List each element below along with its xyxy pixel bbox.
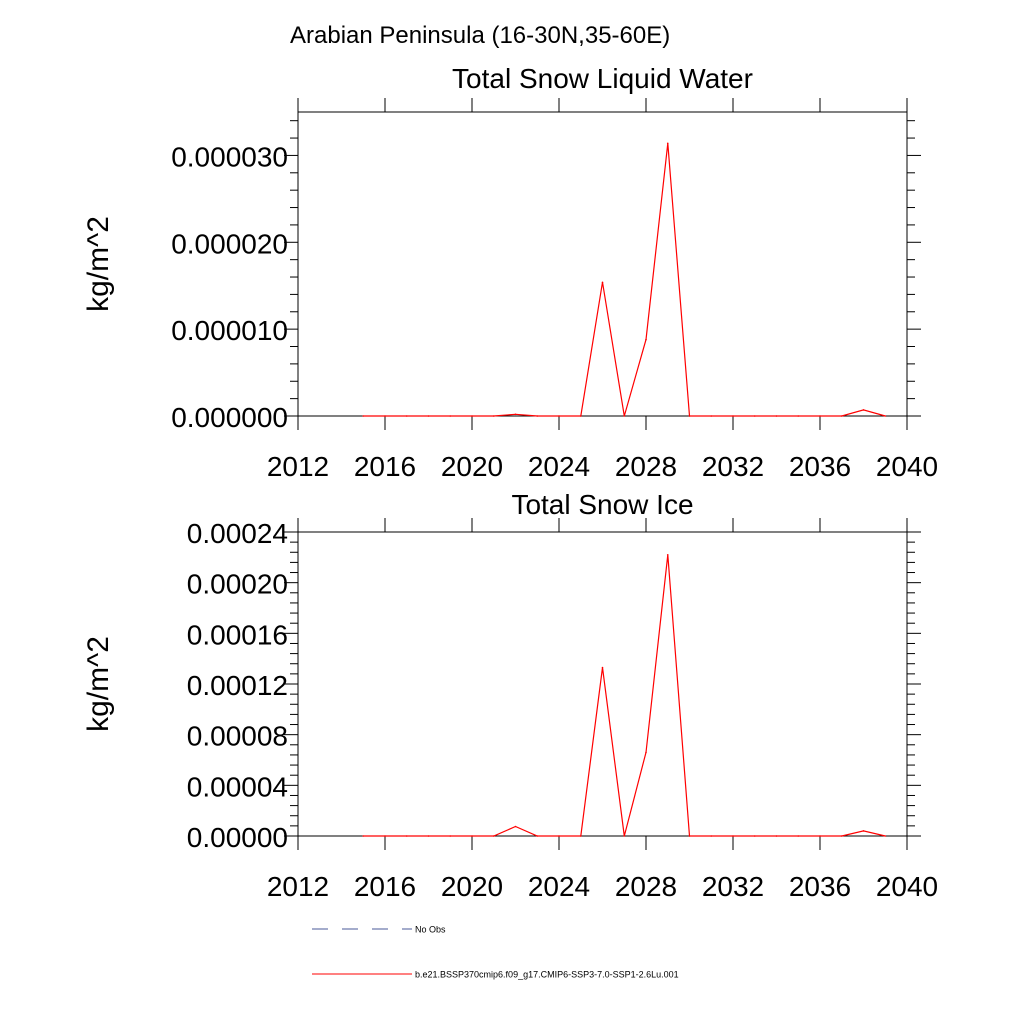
data-point	[492, 415, 495, 417]
data-point	[645, 751, 647, 754]
data-point	[405, 835, 408, 837]
data-point	[819, 415, 821, 417]
series-line-1	[363, 554, 886, 837]
data-point	[601, 666, 604, 669]
data-point	[514, 413, 517, 416]
data-point	[362, 415, 365, 417]
x-tick-label: 2020	[441, 871, 503, 902]
data-point	[601, 281, 604, 284]
plot-frame	[297, 531, 908, 837]
data-point	[710, 415, 713, 417]
y-tick-label: 0.00012	[187, 670, 288, 701]
data-point	[449, 415, 452, 417]
data-point	[666, 554, 669, 556]
data-point	[579, 415, 582, 417]
data-point	[775, 415, 778, 417]
data-point	[384, 835, 386, 837]
data-point	[471, 835, 473, 837]
page-title: Arabian Peninsula (16-30N,35-60E)	[290, 22, 670, 49]
x-tick-label: 2012	[267, 871, 329, 902]
data-point	[753, 415, 756, 417]
plot-frame	[297, 111, 908, 417]
data-point	[645, 338, 647, 341]
data-point	[884, 415, 887, 417]
x-tick-label: 2024	[528, 871, 590, 902]
y-tick-label: 0.000000	[171, 402, 288, 433]
data-point	[688, 835, 691, 837]
y-tick-label: 0.000010	[171, 315, 288, 346]
data-point	[514, 825, 517, 828]
data-point	[579, 835, 582, 837]
x-tick-label: 2028	[615, 871, 677, 902]
data-point	[492, 835, 495, 837]
y-tick-label: 0.00020	[187, 569, 288, 600]
x-tick-label: 2036	[789, 871, 851, 902]
data-point	[862, 830, 865, 832]
y-tick-label: 0.00024	[187, 518, 288, 549]
x-tick-label: 2024	[528, 451, 590, 482]
data-point	[688, 415, 691, 417]
x-tick-label: 2016	[354, 451, 416, 482]
x-tick-label: 2040	[876, 871, 938, 902]
data-point	[536, 415, 539, 417]
data-point	[862, 409, 865, 411]
series-line-1	[363, 143, 886, 417]
y-axis-label: kg/m^2	[82, 216, 115, 312]
chart-panel-1: Total Snow Liquid Water kg/m^2 2012 2016 202…	[82, 63, 938, 482]
data-point	[623, 835, 626, 837]
data-point	[405, 415, 408, 417]
data-point	[732, 835, 734, 837]
y-tick-label: 0.00016	[187, 619, 288, 650]
data-point	[753, 835, 756, 837]
data-point	[623, 415, 626, 417]
data-point	[558, 835, 560, 837]
legend-label-1: No Obs	[415, 925, 446, 935]
x-tick-label: 2032	[702, 451, 764, 482]
data-point	[536, 835, 539, 837]
x-tick-label: 2012	[267, 451, 329, 482]
legend-label-2: b.e21.BSSP370cmip6.f09_g17.CMIP6-SSP3-7.…	[415, 970, 679, 980]
data-point	[666, 142, 669, 145]
data-point	[797, 415, 800, 417]
chart-title: Total Snow Liquid Water	[452, 63, 753, 94]
data-point	[384, 415, 386, 417]
legend: No Obs b.e21.BSSP370cmip6.f09_g17.CMIP6-S…	[312, 925, 679, 980]
data-point	[775, 835, 778, 837]
data-point	[558, 415, 560, 417]
y-axis-label: kg/m^2	[82, 636, 115, 732]
chart-panel-2: Total Snow Ice kg/m^2 2012 2016 2020 2024 2028…	[82, 489, 938, 902]
data-point	[471, 415, 473, 417]
data-point	[884, 835, 887, 837]
x-tick-label: 2036	[789, 451, 851, 482]
x-tick-label: 2032	[702, 871, 764, 902]
data-point	[427, 415, 430, 417]
data-point	[797, 835, 800, 837]
chart-title: Total Snow Ice	[511, 489, 693, 520]
data-point	[362, 835, 365, 837]
data-point	[840, 835, 843, 837]
y-tick-label: 0.00008	[187, 721, 288, 752]
y-tick-label: 0.000030	[171, 141, 288, 172]
x-tick-label: 2040	[876, 451, 938, 482]
x-tick-label: 2020	[441, 451, 503, 482]
data-point	[840, 415, 843, 417]
data-point	[427, 835, 430, 837]
data-point	[449, 835, 452, 837]
data-point	[710, 835, 713, 837]
data-point	[819, 835, 821, 837]
data-point	[732, 415, 734, 417]
y-tick-label: 0.00004	[187, 771, 288, 802]
x-tick-label: 2016	[354, 871, 416, 902]
y-tick-label: 0.00000	[187, 822, 288, 853]
y-tick-label: 0.000020	[171, 228, 288, 259]
x-tick-label: 2028	[615, 451, 677, 482]
